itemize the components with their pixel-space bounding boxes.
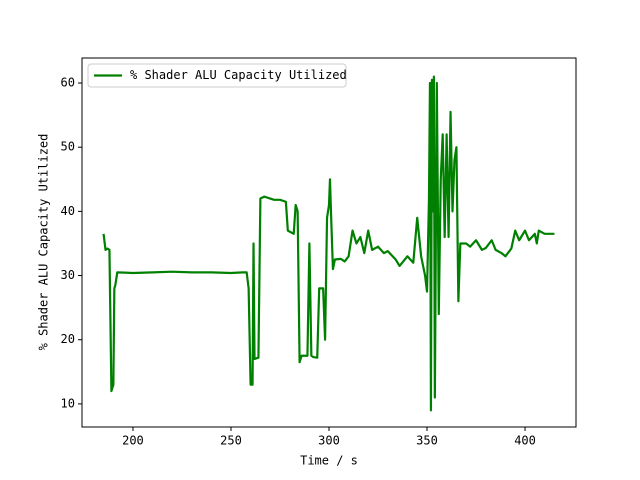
- y-tick-label: 50: [61, 140, 75, 154]
- x-tick-label: 250: [220, 434, 242, 448]
- x-tick-label: 350: [416, 434, 438, 448]
- data-line: [102, 75, 555, 412]
- x-tick-label: 200: [122, 434, 144, 448]
- y-tick-label: 40: [61, 204, 75, 218]
- y-tick-label: 10: [61, 396, 75, 410]
- y-axis-label: % Shader ALU Capacity Utilized: [37, 134, 51, 351]
- y-tick-label: 60: [61, 76, 75, 90]
- legend-label: % Shader ALU Capacity Utilized: [130, 68, 347, 82]
- plot-frame: [81, 57, 577, 428]
- x-tick-label: 300: [318, 434, 340, 448]
- x-axis-label: Time / s: [300, 454, 358, 468]
- legend-box: [87, 63, 347, 88]
- y-tick-label: 30: [61, 268, 75, 282]
- x-tick-label: 400: [514, 434, 536, 448]
- y-tick-label: 20: [61, 332, 75, 346]
